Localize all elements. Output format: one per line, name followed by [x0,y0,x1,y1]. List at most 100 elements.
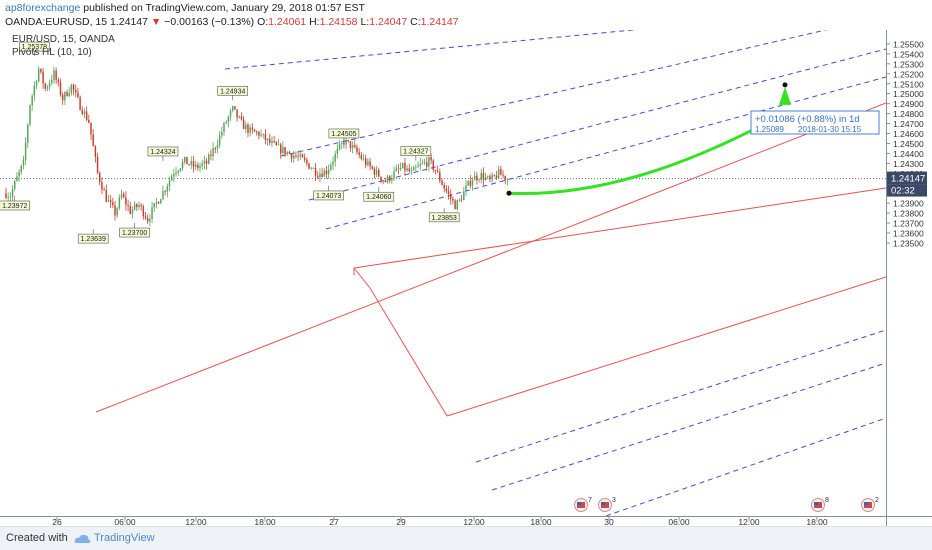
candle-body [410,170,413,172]
chart-canvas[interactable]: 1.255001.254001.253001.252001.251001.250… [0,30,932,526]
candle-body [399,168,402,170]
candle-body [386,176,389,183]
candle-body [384,180,387,183]
projection-target-date: 2018-01-30 15:15 [798,125,862,134]
candle-body [216,145,219,149]
projection-label-box [750,110,880,135]
pivot-label-high: 1.24327 [403,149,428,156]
event-badges[interactable]: 7 3 8 2 [574,497,880,512]
candle-body [31,95,33,106]
candle-body [364,158,367,166]
y-tick-label: 1.23500 [893,238,924,248]
candle-body [170,176,173,181]
candle-body [506,179,509,181]
y-tick-label: 1.23600 [893,229,924,239]
author-link[interactable]: ap8forexchange [5,2,81,14]
candle-body [70,84,73,93]
candle-body [279,144,282,154]
candle-body [480,172,482,180]
candle-body [432,160,435,171]
candle-body [299,154,302,157]
projection-target-price: 1.25089 [755,125,784,134]
candle-body [469,180,472,186]
channel-line-blue[interactable] [475,329,886,463]
candle-body [179,168,182,171]
pitchfork-handle[interactable] [353,267,448,417]
candle-body [186,156,188,165]
candle-body [181,162,184,169]
candle-body [395,168,397,172]
candle-body [391,177,393,181]
candle-body [406,168,408,171]
candle-body [497,168,500,179]
candle-body [236,109,238,118]
candle-body [57,79,60,83]
created-with-text: Created with [6,532,68,544]
candle-body [37,68,40,82]
candle-body [29,105,31,125]
x-tick-label: 12:00 [463,517,485,526]
price-change: −0.00163 (−0.13%) [164,16,255,28]
channel-line-blue[interactable] [325,76,886,230]
pitchfork-channels[interactable] [95,30,886,516]
candle-body [7,196,9,198]
candle-body [393,171,395,178]
candle-body [68,92,70,96]
pivot-label-low: 1.24073 [316,193,341,200]
x-tick-label: 30 [604,517,614,526]
candle-body [286,151,288,155]
pivot-label-box [313,190,344,201]
candle-body [155,202,158,204]
channel-line-blue[interactable] [491,362,886,491]
low-value: 1.24047 [369,16,408,28]
candle-body [288,151,291,154]
candle-body [356,147,358,153]
tradingview-link[interactable]: TradingView [94,532,155,544]
candle-body [295,155,297,157]
candle-body [282,147,284,154]
pivot-label-box [363,191,395,202]
candle-body [149,218,151,222]
channel-line-blue[interactable] [605,417,886,516]
channel-line-red[interactable] [353,187,886,269]
y-tick-label: 1.25500 [893,39,924,49]
pivot-label-box [77,233,109,244]
candle-body [495,175,498,179]
candle-body [471,180,474,186]
candle-body [308,163,310,169]
pivot-label-box [400,146,432,156]
projection-curve[interactable] [508,113,786,195]
open-value: 1.24061 [268,16,307,28]
candle-body [397,168,400,170]
candle-body [138,204,140,208]
candle-body [349,141,352,149]
x-tick-label: 18:00 [530,517,552,526]
candle-body [500,168,502,175]
candle-body [275,141,278,146]
projection-change-text: +0.01086 (+0.88%) in 1d [755,114,860,125]
channel-line-blue[interactable] [224,30,685,70]
tradingview-cloud-icon[interactable] [74,533,92,545]
candle-body [116,208,118,216]
y-tick-label: 1.24700 [893,119,924,129]
channel-line-red[interactable] [446,276,886,417]
event-flag-canton [864,502,868,505]
pivot-label-box [428,212,460,223]
projection-label[interactable]: +0.01086 (+0.88%) in 1d 1.25089 2018-01-… [750,110,880,135]
event-badge-count: 7 [588,497,592,504]
candle-body [325,170,328,175]
candle-body [408,168,411,172]
candle-body [247,124,249,133]
candle-body [72,84,75,90]
y-tick-label: 1.25100 [893,79,924,89]
channel-line-blue[interactable] [280,30,886,157]
candle-body [98,172,101,183]
candle-body [465,185,467,192]
candle-body [66,92,68,96]
candle-body [114,205,116,216]
y-tick-label: 1.23700 [893,219,924,229]
candle-body [85,111,88,120]
candle-body [96,156,99,173]
candle-body [439,172,441,181]
channel-line-red[interactable] [95,102,886,413]
